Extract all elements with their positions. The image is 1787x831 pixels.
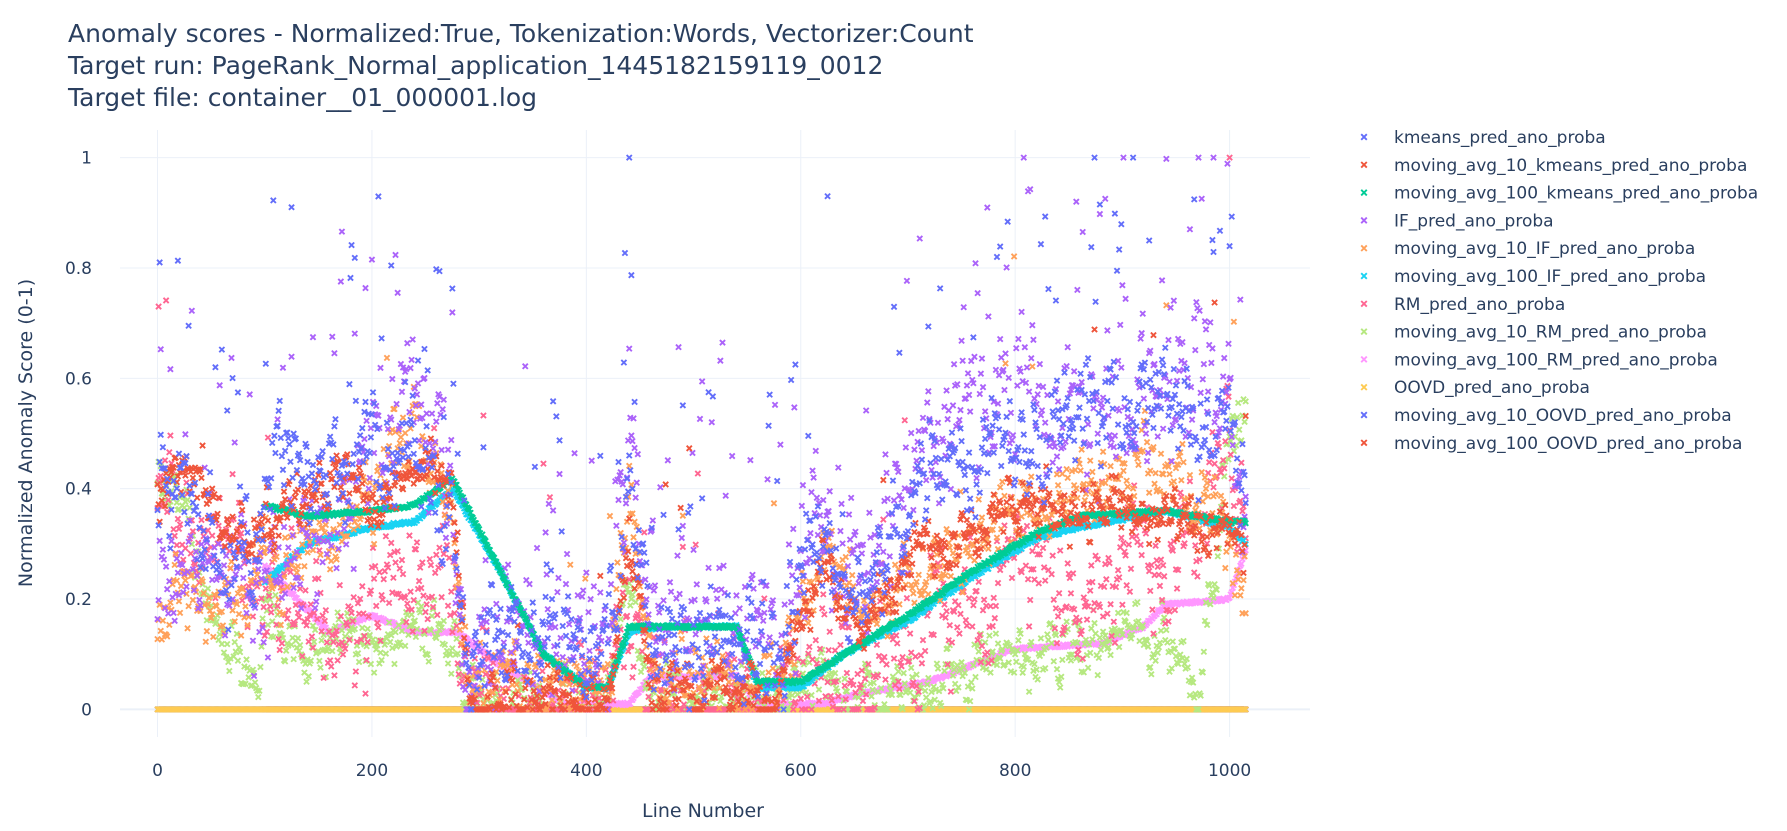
x-tick-label: 600 [785, 761, 817, 781]
chart-title-line-2: Target run: PageRank_Normal_application_… [67, 51, 883, 80]
y-tick-label: 0.4 [65, 480, 92, 500]
y-axis-ticks: 0 0.2 0.4 0.6 0.8 1 [65, 149, 92, 721]
x-tick-label: 1000 [1208, 761, 1251, 781]
y-tick-label: 0.6 [65, 369, 92, 389]
chart-title-line-3: Target file: container__01_000001.log [67, 83, 537, 112]
y-tick-label: 0.8 [65, 259, 92, 279]
x-tick-label: 400 [570, 761, 602, 781]
y-tick-label: 0 [81, 700, 92, 720]
x-axis-ticks: 0 200 400 600 800 1000 [152, 761, 1251, 781]
plot-area [154, 154, 1249, 713]
y-tick-label: 0.2 [65, 590, 92, 610]
chart-title: Anomaly scores - Normalized:True, Tokeni… [67, 19, 974, 112]
chart-title-line-1: Anomaly scores - Normalized:True, Tokeni… [68, 19, 974, 48]
y-tick-label: 1 [81, 149, 92, 169]
x-tick-label: 200 [356, 761, 388, 781]
x-tick-label: 0 [152, 761, 163, 781]
x-tick-label: 800 [999, 761, 1031, 781]
